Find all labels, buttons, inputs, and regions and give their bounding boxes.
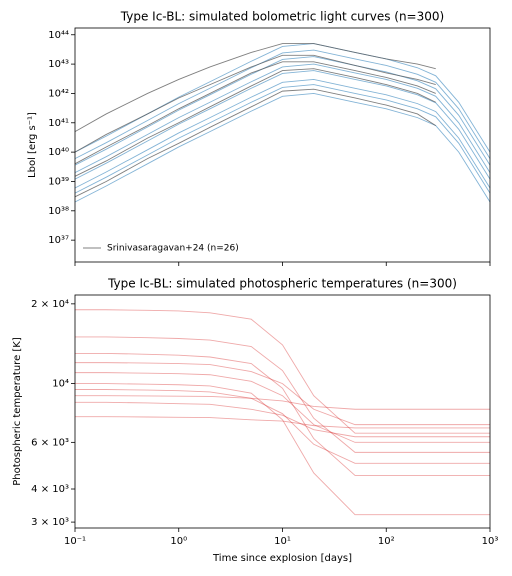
legend-label: Srinivasaragavan+24 (n=26)	[107, 244, 239, 254]
curve	[74, 84, 491, 194]
curve	[74, 78, 491, 189]
curve	[74, 88, 436, 198]
y-tick-label: 2 × 10⁴	[31, 299, 69, 310]
y-tick-label: 10⁴	[52, 379, 69, 390]
y-tick-label: 10⁴³	[48, 59, 69, 70]
axes-frame	[74, 27, 491, 263]
x-tick-label: 10⁰	[170, 536, 187, 547]
curve	[75, 383, 490, 516]
curve	[74, 68, 436, 177]
curve	[74, 92, 491, 203]
curve	[74, 70, 491, 180]
y-tick-label: 10³⁷	[48, 235, 69, 246]
chart-title: Type Ic-BL: simulated bolometric light c…	[120, 10, 444, 24]
curve	[75, 336, 490, 453]
y-tick-label: 3 × 10³	[31, 517, 69, 528]
curve	[74, 49, 491, 160]
curve	[75, 416, 490, 429]
chart-title: Type Ic-BL: simulated photospheric tempe…	[107, 277, 457, 291]
x-tick-label: 10⁻¹	[64, 536, 86, 547]
curve	[75, 352, 490, 476]
x-tick-label: 10²	[378, 536, 395, 547]
curve	[75, 389, 490, 464]
curve	[74, 61, 436, 165]
curve	[74, 63, 491, 174]
curve	[75, 309, 490, 434]
y-axis-label: Lbol [erg s⁻¹]	[27, 112, 38, 178]
curve	[75, 395, 490, 410]
axes-frame	[74, 294, 491, 529]
curve	[74, 43, 436, 133]
y-axis-label: Photospheric temperature [K]	[12, 337, 23, 486]
curve	[74, 56, 491, 166]
y-tick-label: 6 × 10³	[31, 437, 69, 448]
y-tick-label: 4 × 10³	[31, 484, 69, 495]
x-axis-label: Time since explosion [days]	[212, 553, 352, 564]
curve	[75, 362, 490, 426]
x-tick-label: 10³	[482, 536, 499, 547]
curve	[74, 54, 436, 153]
y-tick-label: 10⁴⁴	[48, 30, 69, 41]
x-tick-label: 10¹	[274, 536, 291, 547]
y-tick-label: 10³⁸	[48, 206, 69, 217]
curve	[75, 372, 490, 443]
y-tick-label: 10³⁹	[48, 176, 69, 187]
y-tick-label: 10⁴²	[48, 88, 69, 99]
curve	[75, 401, 490, 438]
y-tick-label: 10⁴¹	[48, 118, 69, 129]
y-tick-label: 10⁴⁰	[48, 147, 69, 158]
